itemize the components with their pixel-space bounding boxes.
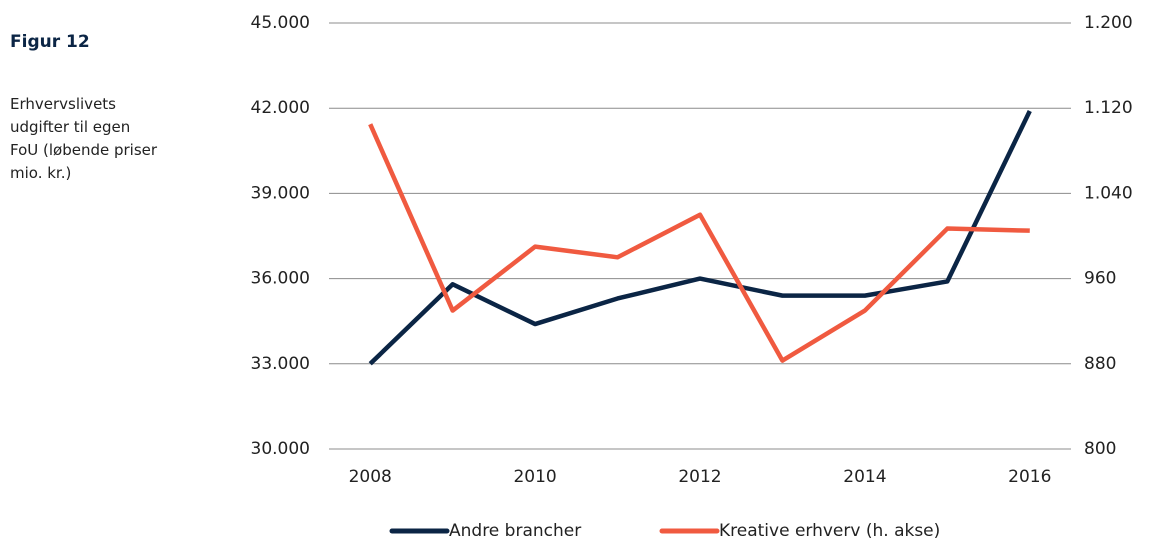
x-tick-label: 2012 xyxy=(678,467,721,487)
y-tick-label: 30.000 xyxy=(251,439,310,459)
x-tick-label: 2008 xyxy=(349,467,392,487)
y2-tick-label: 1.040 xyxy=(1084,183,1133,203)
y-tick-label: 36.000 xyxy=(251,269,310,289)
y2-tick-label: 800 xyxy=(1084,439,1116,459)
x-tick-label: 2014 xyxy=(843,467,886,487)
y-tick-label: 45.000 xyxy=(251,13,310,33)
y2-tick-label: 1.120 xyxy=(1084,98,1133,118)
x-tick-label: 2016 xyxy=(1008,467,1051,487)
series-line xyxy=(368,110,1032,366)
y2-tick-label: 880 xyxy=(1084,354,1116,374)
legend-label: Kreative erhverv (h. akse) xyxy=(719,521,940,541)
figure-title: Figur 12 xyxy=(10,32,90,52)
y-tick-label: 33.000 xyxy=(251,354,310,374)
x-tick-label: 2010 xyxy=(513,467,556,487)
figure-description: Erhvervslivets udgifter til egen FoU (lø… xyxy=(10,95,158,182)
y-tick-label: 39.000 xyxy=(251,183,310,203)
legend-label: Andre brancher xyxy=(449,521,581,541)
y2-tick-label: 960 xyxy=(1084,269,1116,289)
series-line xyxy=(368,123,1030,363)
y2-tick-label: 1.200 xyxy=(1084,13,1133,33)
y-tick-label: 42.000 xyxy=(251,98,310,118)
